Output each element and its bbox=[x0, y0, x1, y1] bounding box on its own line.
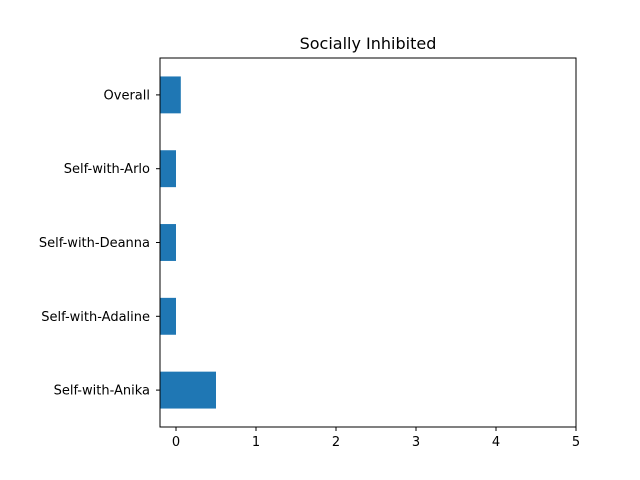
bar-self-with-deanna bbox=[160, 224, 176, 261]
y-tick-label: Overall bbox=[104, 88, 150, 103]
chart-title: Socially Inhibited bbox=[300, 34, 437, 53]
y-axis: Overall Self-with-Arlo Self-with-Deanna Sel… bbox=[39, 88, 160, 399]
y-tick-label: Self-with-Adaline bbox=[41, 310, 150, 325]
x-tick-label: 1 bbox=[252, 435, 260, 450]
x-tick-label: 5 bbox=[572, 435, 580, 450]
x-axis: 0 1 2 3 4 5 bbox=[172, 427, 580, 450]
y-tick-label: Self-with-Arlo bbox=[64, 162, 150, 177]
bar-self-with-anika bbox=[160, 371, 216, 409]
y-tick-label: Self-with-Anika bbox=[54, 384, 150, 399]
y-tick-label: Self-with-Deanna bbox=[39, 236, 150, 251]
bar-self-with-arlo bbox=[160, 150, 176, 188]
x-tick-label: 3 bbox=[412, 435, 420, 450]
bars-group bbox=[160, 76, 216, 409]
x-tick-label: 0 bbox=[172, 435, 180, 450]
x-tick-label: 4 bbox=[492, 435, 500, 450]
plot-frame bbox=[159, 57, 577, 428]
x-tick-label: 2 bbox=[332, 435, 340, 450]
bar-overall bbox=[160, 76, 181, 114]
bar-self-with-adaline bbox=[160, 297, 176, 335]
